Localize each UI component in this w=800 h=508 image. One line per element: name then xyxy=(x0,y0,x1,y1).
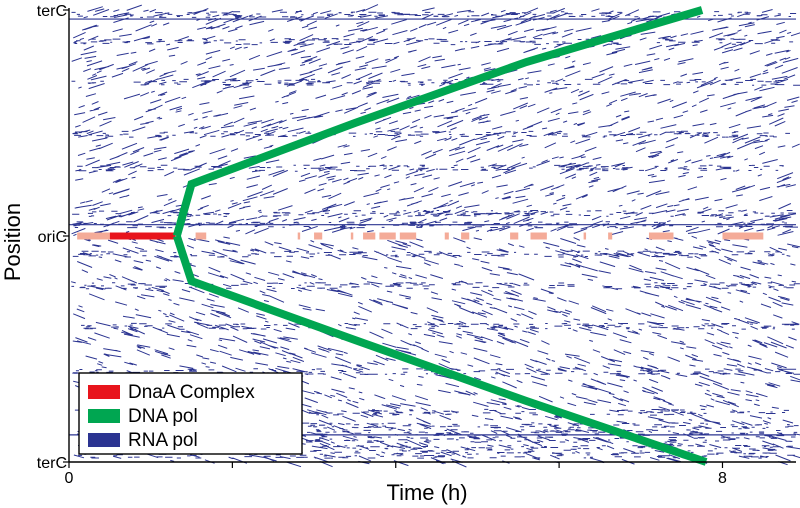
dnaa-segment-light-7 xyxy=(379,232,396,240)
dna-pol-series-upper xyxy=(172,6,704,238)
y-tick-label-2: terC xyxy=(37,3,67,20)
dnaa-segment-light-13 xyxy=(583,232,587,240)
dnaa-segment-light-0 xyxy=(77,232,110,240)
dnaa-segment-light-2 xyxy=(195,232,207,240)
dnaa-segment-light-3 xyxy=(297,232,301,240)
dnaa-segment-light-11 xyxy=(510,232,519,240)
dna-pol-layer xyxy=(172,6,708,466)
dnaa-segment-light-14 xyxy=(608,232,613,240)
dnaa-segment-dark-0 xyxy=(109,232,176,240)
dnaa-segment-light-9 xyxy=(444,232,449,240)
ticks: 0 8 terC oriC terC xyxy=(37,3,727,487)
dnaa-segment-light-5 xyxy=(350,232,354,240)
y-tick-label-1: oriC xyxy=(38,229,67,246)
legend-label-0: DnaA Complex xyxy=(128,382,255,403)
dna-pol-series-lower xyxy=(172,234,708,466)
y-tick-label-0: terC xyxy=(37,455,67,472)
dnaa-segment-light-6 xyxy=(363,232,376,240)
dnaa-segment-light-10 xyxy=(461,232,470,240)
dnaa-segment-light-4 xyxy=(314,232,323,240)
legend-swatch-1 xyxy=(88,409,120,423)
dnaa-segment-light-12 xyxy=(530,232,547,240)
legend-swatch-0 xyxy=(88,385,120,399)
axes xyxy=(68,8,796,463)
x-tick-label-0: 0 xyxy=(65,470,74,487)
dnaa-segment-light-15 xyxy=(648,232,674,240)
x-axis-label: Time (h) xyxy=(386,480,467,505)
legend: DnaA Complex DNA pol RNA pol xyxy=(78,372,303,455)
dnaa-segment-light-8 xyxy=(399,232,417,240)
y-axis-label: Position xyxy=(0,203,25,281)
legend-swatch-2 xyxy=(88,433,120,447)
dnaa-complex-layer xyxy=(77,232,764,240)
dnaa-segment-light-16 xyxy=(722,232,764,240)
legend-label-2: RNA pol xyxy=(128,430,198,451)
legend-label-1: DNA pol xyxy=(128,406,198,427)
x-tick-label-4: 8 xyxy=(718,470,727,487)
